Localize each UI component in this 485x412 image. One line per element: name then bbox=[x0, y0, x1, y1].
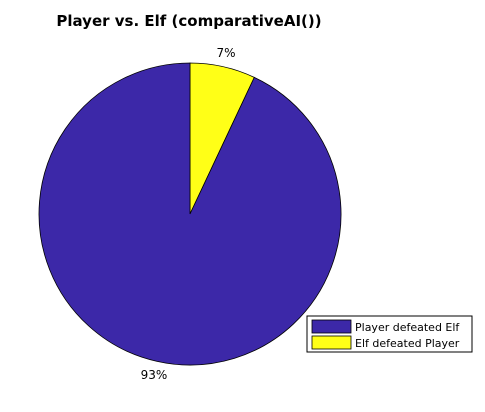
pie-labels: 7% 93% bbox=[141, 46, 236, 382]
legend-swatch-elf-defeated-player bbox=[311, 335, 352, 350]
legend: Player defeated Elf Elf defeated Player bbox=[306, 315, 473, 353]
pie-label-elf-defeated-player: 7% bbox=[216, 46, 235, 60]
pie-slice-player-defeated-elf bbox=[38, 62, 342, 366]
legend-label-elf-defeated-player: Elf defeated Player bbox=[355, 337, 460, 350]
legend-swatch-player-defeated-elf bbox=[311, 319, 352, 334]
pie-label-player-defeated-elf: 93% bbox=[141, 368, 168, 382]
pie-slices bbox=[38, 62, 342, 366]
chart-title: Player vs. Elf (comparativeAI()) bbox=[56, 12, 321, 30]
legend-label-player-defeated-elf: Player defeated Elf bbox=[355, 321, 460, 334]
